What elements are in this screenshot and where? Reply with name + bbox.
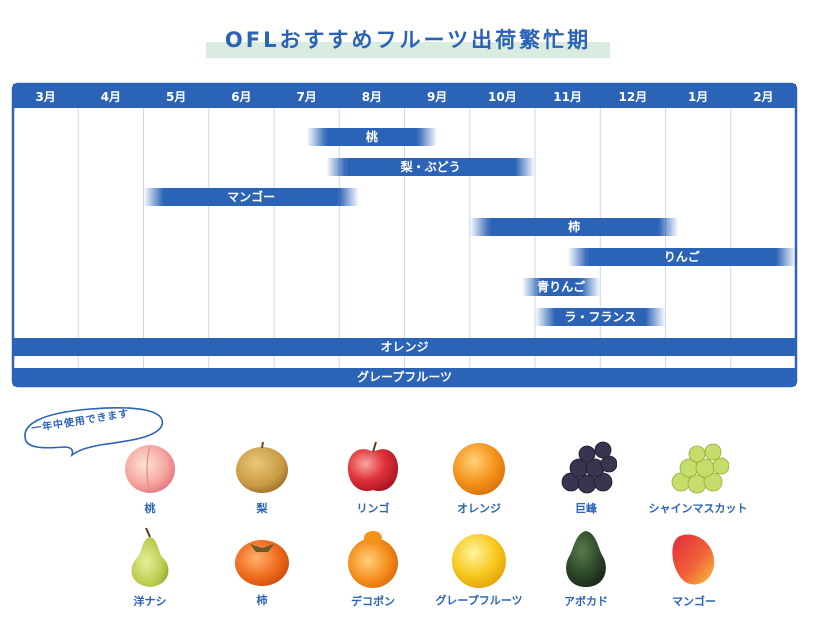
bar-fade-left — [521, 278, 542, 296]
fruit-name: マンゴー — [672, 595, 716, 608]
fruit-name: グレープフルーツ — [435, 594, 523, 607]
muscat-icon — [671, 443, 729, 494]
month-label: 7月 — [296, 90, 316, 104]
persimmon-icon — [235, 540, 289, 586]
season-bar: マンゴー — [143, 188, 359, 206]
season-bar: 青りんご — [521, 278, 601, 296]
fruit-peach: 桃 — [90, 438, 210, 516]
page-title: OFLおすすめフルーツ出荷繁忙期 — [224, 28, 592, 52]
bar-body — [489, 218, 659, 236]
title-block: OFLおすすめフルーツ出荷繁忙期 — [206, 22, 610, 62]
orange-icon — [453, 443, 505, 495]
fruit-apple: リンゴ — [313, 438, 433, 516]
season-bar: 柿 — [469, 218, 679, 236]
speech-bubble-icon — [24, 406, 164, 458]
bar-label: 柿 — [568, 219, 580, 234]
bar-fade-left — [306, 128, 327, 146]
bar-label: 桃 — [366, 129, 378, 144]
title-highlight — [206, 42, 610, 58]
bar-label: オレンジ — [380, 340, 428, 354]
fruit-mango: マンゴー — [634, 527, 754, 609]
pear-icon — [236, 441, 288, 493]
bar-label: 青りんご — [537, 279, 586, 294]
fruit-name: 洋ナシ — [133, 595, 167, 608]
bar-label: マンゴー — [227, 189, 275, 204]
bar-fade-right — [645, 308, 666, 326]
season-bar: 桃 — [306, 128, 438, 146]
bar-fade-right — [658, 218, 679, 236]
month-label: 12月 — [619, 90, 648, 104]
fruit-name: 柿 — [256, 594, 268, 607]
month-labels: 3月 4月 5月 6月 7月 8月 9月 10月 11月 12月 1月 2月 — [35, 90, 773, 104]
fruit-name: デコポン — [351, 595, 395, 608]
avocado-icon — [566, 531, 606, 587]
bar-body — [541, 278, 581, 296]
bar-fade-left — [567, 248, 588, 266]
fruit-name: リンゴ — [356, 502, 390, 515]
month-label: 2月 — [753, 90, 773, 104]
season-bar: ラ・フランス — [535, 308, 666, 326]
month-label: 4月 — [101, 90, 121, 104]
grape-icon — [555, 438, 617, 496]
season-bar: りんご — [567, 248, 796, 266]
fruit-dekopon: デコポン — [313, 527, 433, 609]
month-label: 3月 — [35, 90, 55, 104]
bar-body — [346, 158, 515, 176]
fruit-name: アボカド — [564, 595, 608, 608]
month-label: 6月 — [231, 90, 251, 104]
bar-fade-left — [535, 308, 555, 326]
grapefruit-icon — [452, 534, 506, 588]
fruit-name: 巨峰 — [575, 502, 597, 515]
bar-body — [555, 308, 646, 326]
bar-body — [163, 188, 339, 206]
season-bar: 梨・ぶどう — [326, 158, 535, 176]
apple-icon — [347, 441, 399, 492]
bar-label: 梨・ぶどう — [400, 159, 461, 174]
fruit-orange: オレンジ — [419, 438, 539, 516]
dekopon-icon — [348, 531, 398, 588]
month-label: 9月 — [427, 90, 447, 104]
bar-fade-right — [776, 248, 796, 266]
month-label: 8月 — [362, 90, 382, 104]
bar-fade-right — [338, 188, 359, 206]
bar-fade-left — [469, 218, 490, 236]
fruit-grapefruit: グレープフルーツ — [419, 530, 539, 608]
month-label: 10月 — [488, 90, 517, 104]
fruit-name: 梨 — [256, 502, 268, 515]
fruit-name: シャインマスカット — [648, 502, 748, 515]
fruit-western-pear: 洋ナシ — [90, 527, 210, 609]
fruit-name: オレンジ — [457, 502, 501, 515]
fruit-grape: 巨峰 — [526, 438, 646, 516]
month-label: 5月 — [166, 90, 186, 104]
fruit-pear: 梨 — [202, 438, 322, 516]
bar-fade-left — [326, 158, 347, 176]
month-label: 1月 — [688, 90, 708, 104]
fruit-muscat: シャインマスカット — [638, 438, 758, 516]
western-pear-icon — [131, 527, 169, 587]
season-chart: 3月 4月 5月 6月 7月 8月 9月 10月 11月 12月 1月 2月 桃梨・ぶどうマンゴー柿り… — [11, 82, 798, 388]
fruit-name: 桃 — [144, 502, 156, 515]
season-bar: グレープフルーツ — [13, 368, 796, 386]
bar-body — [13, 338, 796, 356]
bar-fade-right — [417, 128, 438, 146]
bar-body — [13, 368, 796, 386]
bar-body — [326, 128, 418, 146]
peach-icon — [125, 445, 175, 493]
month-label: 11月 — [553, 90, 582, 104]
fruit-avocado: アボカド — [526, 527, 646, 609]
bar-fade-right — [580, 278, 601, 296]
bar-fade-right — [515, 158, 535, 176]
bar-label: りんご — [664, 249, 701, 264]
bar-body — [587, 248, 776, 266]
bar-fade-left — [143, 188, 164, 206]
month-header — [13, 84, 796, 108]
fruit-persimmon: 柿 — [202, 530, 322, 608]
bar-label: ラ・フランス — [564, 310, 636, 324]
mango-icon — [672, 534, 715, 585]
season-bar: オレンジ — [13, 338, 796, 356]
bar-label: グレープフルーツ — [357, 369, 452, 384]
